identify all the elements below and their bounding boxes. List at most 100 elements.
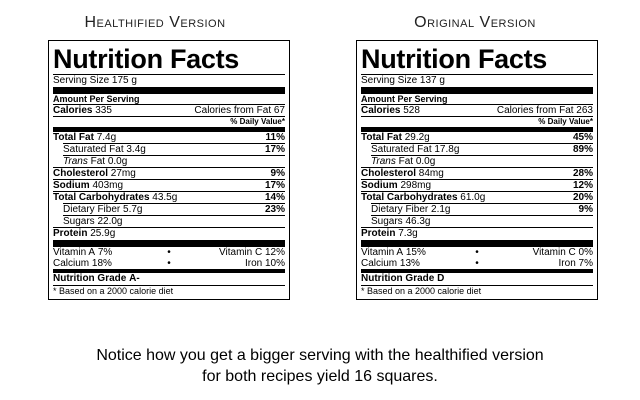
- divider-thick: [53, 87, 285, 94]
- dietary-fiber-row: Dietary Fiber 5.7g 23%: [63, 203, 285, 215]
- trans-fat-label: Trans: [371, 156, 396, 167]
- calories-from-fat: Calories from Fat 263: [496, 105, 593, 116]
- saturated-fat-row: Saturated Fat 3.4g 17%: [63, 143, 285, 155]
- calories-label: Calories: [361, 105, 401, 116]
- calcium-label: Calcium: [53, 258, 90, 269]
- footnote: * Based on a 2000 calorie diet: [361, 285, 593, 297]
- dietary-fiber-row: Dietary Fiber 2.1g 9%: [371, 203, 593, 215]
- total-fat-value: 29.2g: [404, 132, 430, 143]
- total-carbs-pct: 20%: [572, 192, 593, 203]
- trans-fat-row: Trans Fat 0.0g: [371, 155, 593, 167]
- trans-fat-value: 0.0g: [107, 156, 128, 167]
- serving-size: Serving Size 175 g: [53, 75, 137, 86]
- protein-value: 7.3g: [398, 228, 418, 239]
- sugars-value: 22.0g: [97, 216, 123, 227]
- trans-fat-suffix: Fat: [90, 156, 106, 167]
- bullet-separator: •: [167, 247, 171, 258]
- iron-label: Iron: [558, 258, 576, 269]
- vitamin-a-value: 7%: [97, 247, 113, 258]
- caption-line-2: for both recipes yield 16 squares.: [202, 368, 438, 385]
- caption: Notice how you get a bigger serving with…: [0, 345, 640, 387]
- total-carbs-row: Total Carbohydrates 43.5g 14%: [53, 191, 285, 203]
- total-carbs-value: 43.5g: [152, 192, 178, 203]
- total-fat-label: Total Fat: [53, 132, 94, 143]
- grade-label: Nutrition Grade: [361, 273, 435, 284]
- nutrition-grade: Nutrition Grade A-: [53, 273, 285, 285]
- vitamin-c-value: 12%: [264, 247, 285, 258]
- dietary-fiber-pct: 23%: [264, 204, 285, 215]
- calories-value: 528: [403, 105, 420, 116]
- amount-per-serving: Amount Per Serving: [361, 94, 448, 104]
- iron-value: 7%: [578, 258, 593, 269]
- saturated-fat-label: Saturated Fat: [63, 144, 124, 155]
- total-fat-value: 7.4g: [96, 132, 117, 143]
- sugars-row: Sugars 46.3g: [371, 215, 593, 227]
- sodium-pct: 17%: [264, 180, 285, 191]
- protein-label: Protein: [361, 228, 396, 239]
- amount-per-serving: Amount Per Serving: [53, 94, 140, 104]
- cholesterol-label: Cholesterol: [53, 168, 109, 179]
- heading-healthified: Healthified Version: [84, 14, 226, 31]
- saturated-fat-value: 17.8g: [434, 144, 460, 155]
- cholesterol-row: Cholesterol 84mg 28%: [361, 167, 593, 179]
- protein-row: Protein 25.9g: [53, 227, 285, 239]
- total-carbs-value: 61.0g: [460, 192, 486, 203]
- sodium-value: 403mg: [92, 180, 124, 191]
- sugars-row: Sugars 22.0g: [63, 215, 285, 227]
- bullet-separator: •: [475, 258, 479, 269]
- calcium-value: 18%: [91, 258, 112, 269]
- daily-value-header: % Daily Value*: [53, 116, 285, 127]
- dietary-fiber-label: Dietary Fiber: [371, 204, 429, 215]
- sugars-label: Sugars: [371, 216, 403, 227]
- calories-from-fat: Calories from Fat 67: [194, 105, 285, 116]
- total-fat-row: Total Fat 29.2g 45%: [361, 131, 593, 143]
- vitamin-a-label: Vitamin A: [361, 247, 404, 258]
- trans-fat-row: Trans Fat 0.0g: [63, 155, 285, 167]
- iron-value: 10%: [264, 258, 285, 269]
- sodium-label: Sodium: [361, 180, 398, 191]
- total-fat-label: Total Fat: [361, 132, 402, 143]
- total-fat-row: Total Fat 7.4g 11%: [53, 131, 285, 143]
- dietary-fiber-label: Dietary Fiber: [63, 204, 121, 215]
- nutrition-panel-original: Nutrition Facts Serving Size 137 g Amoun…: [356, 40, 598, 300]
- total-carbs-label: Total Carbohydrates: [53, 192, 150, 203]
- calories-value: 335: [95, 105, 112, 116]
- saturated-fat-pct: 89%: [572, 144, 593, 155]
- footnote: * Based on a 2000 calorie diet: [53, 285, 285, 297]
- sodium-label: Sodium: [53, 180, 90, 191]
- saturated-fat-row: Saturated Fat 17.8g 89%: [371, 143, 593, 155]
- calories-row: Calories 528 Calories from Fat 263: [361, 104, 593, 116]
- sugars-value: 46.3g: [405, 216, 431, 227]
- nutrition-grade: Nutrition Grade D: [361, 273, 593, 285]
- mineral-row: Calcium 13% • Iron 7%: [361, 258, 593, 269]
- cholesterol-row: Cholesterol 27mg 9%: [53, 167, 285, 179]
- vitamin-a-label: Vitamin A: [53, 247, 96, 258]
- saturated-fat-value: 3.4g: [126, 144, 146, 155]
- saturated-fat-pct: 17%: [264, 144, 285, 155]
- panel-title: Nutrition Facts: [53, 44, 240, 74]
- total-carbs-pct: 14%: [264, 192, 285, 203]
- trans-fat-suffix: Fat: [398, 156, 414, 167]
- calcium-label: Calcium: [361, 258, 398, 269]
- panel-title: Nutrition Facts: [361, 44, 548, 74]
- sodium-pct: 12%: [572, 180, 593, 191]
- protein-value: 25.9g: [90, 228, 116, 239]
- total-fat-pct: 45%: [572, 132, 593, 143]
- vitamin-a-value: 15%: [405, 247, 426, 258]
- nutrition-panel-healthified: Nutrition Facts Serving Size 175 g Amoun…: [48, 40, 290, 300]
- cholesterol-label: Cholesterol: [361, 168, 417, 179]
- caption-line-1: Notice how you get a bigger serving with…: [96, 347, 544, 364]
- mineral-row: Calcium 18% • Iron 10%: [53, 258, 285, 269]
- protein-label: Protein: [53, 228, 88, 239]
- vitamin-c-label: Vitamin C: [532, 247, 576, 258]
- daily-value-header: % Daily Value*: [361, 116, 593, 127]
- total-fat-pct: 11%: [265, 132, 285, 143]
- cholesterol-value: 27mg: [110, 168, 136, 179]
- vitamin-row: Vitamin A 15% • Vitamin C 0%: [361, 247, 593, 258]
- calcium-value: 13%: [399, 258, 420, 269]
- calories-row: Calories 335 Calories from Fat 67: [53, 104, 285, 116]
- serving-size: Serving Size 137 g: [361, 75, 445, 86]
- sodium-row: Sodium 403mg 17%: [53, 179, 285, 191]
- trans-fat-value: 0.0g: [415, 156, 436, 167]
- bullet-separator: •: [475, 247, 479, 258]
